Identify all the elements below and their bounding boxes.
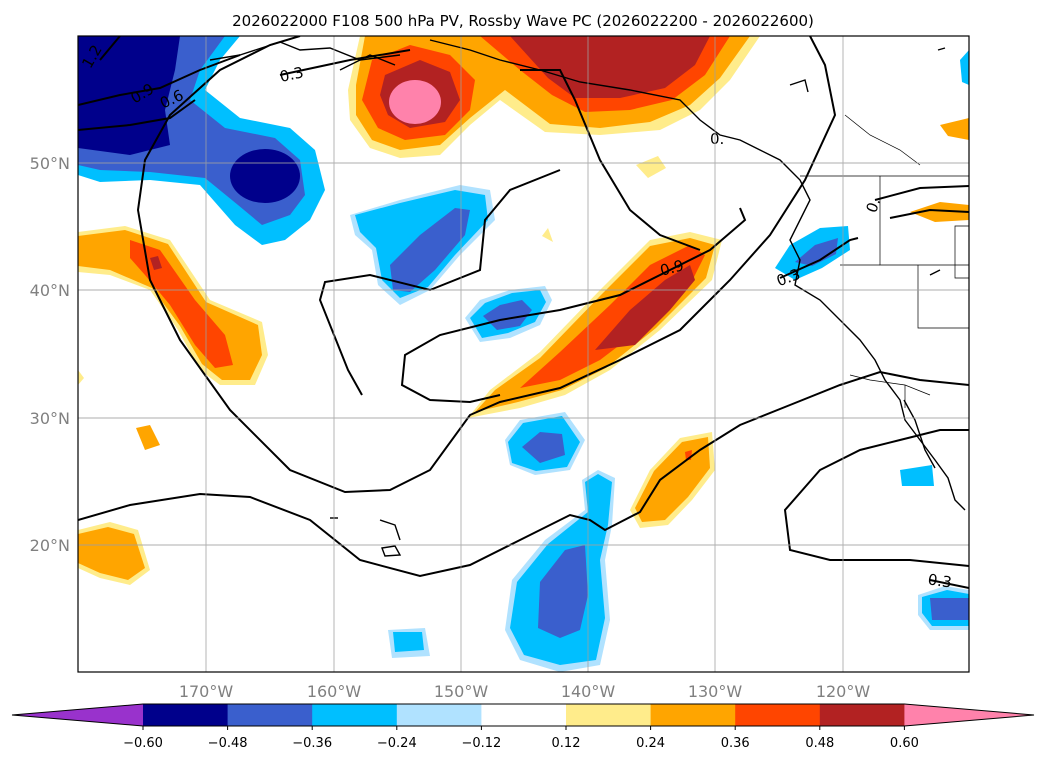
colorbar-tick-label: −0.48 (208, 736, 248, 751)
colorbar: −0.60 −0.48 −0.36 −0.24 −0.12 0.12 0.24 0.36 0.4… (11, 703, 1035, 751)
lon-label-170w: 170°W (179, 682, 234, 701)
shade-negative-south (388, 412, 615, 672)
lon-label-150w: 150°W (434, 682, 489, 701)
colorbar-tick-label: 0.60 (890, 736, 919, 751)
colorbar-segment (819, 704, 905, 726)
colorbar-tick-label: −0.36 (292, 736, 332, 751)
contour-label-0-9-b: 0.9 (658, 256, 686, 280)
longitude-labels: 170°W 160°W 150°W 140°W 130°W 120°W (179, 682, 871, 701)
map-frame (77, 35, 970, 673)
lon-label-160w: 160°W (307, 682, 362, 701)
shade-negative-small-a (465, 286, 552, 342)
latitude-labels: 50°N 40°N 30°N 20°N (30, 154, 70, 555)
colorbar-tick-label: 0.12 (552, 736, 581, 751)
gridlines (78, 36, 969, 672)
colorbar-extend-max (904, 704, 1034, 726)
contour-label-0-3-a: 0.3 (278, 63, 305, 86)
lon-label-140w: 140°W (561, 682, 616, 701)
contour-label-0-3-c: 0.3 (927, 570, 953, 591)
map-panel: 1.2 0.9 0.6 0.3 0.9 0.3 0. 0. 0.3 (78, 36, 969, 672)
colorbar-tick-label: −0.12 (461, 736, 501, 751)
colorbar-segment (650, 704, 736, 726)
colorbar-tick-label: 0.24 (636, 736, 665, 751)
colorbar-tick-label: 0.48 (805, 736, 834, 751)
colorbar-segment (143, 704, 229, 726)
colorbar-segment (312, 704, 398, 726)
colorbar-tick-label: −0.24 (377, 736, 417, 751)
lon-label-120w: 120°W (816, 682, 871, 701)
lat-label-20n: 20°N (30, 536, 70, 555)
lat-label-50n: 50°N (30, 154, 70, 173)
colorbar-extend-min (12, 704, 143, 726)
shade-positive-southeast (630, 432, 715, 528)
shade-negative-northwest (78, 36, 325, 245)
lat-label-30n: 30°N (30, 409, 70, 428)
colorbar-segment (481, 704, 567, 726)
shade-northeast-features (542, 50, 969, 630)
colorbar-tick-label: −0.60 (123, 736, 163, 751)
colorbar-segment (227, 704, 313, 726)
colorbar-segment (396, 704, 482, 726)
colorbar-tick-label: 0.36 (721, 736, 750, 751)
shade-positive-southwest (78, 522, 150, 585)
lon-label-130w: 130°W (688, 682, 743, 701)
contour-label-0-a: 0. (710, 130, 724, 148)
shade-positive-central (468, 232, 722, 418)
lat-label-40n: 40°N (30, 281, 70, 300)
shade-positive-north (348, 36, 760, 158)
colorbar-segment (735, 704, 821, 726)
shade-positive-west (78, 226, 268, 450)
shade-negative-central (350, 185, 495, 305)
colorbar-segment (566, 704, 652, 726)
contour-label-0-b: 0. (862, 195, 884, 215)
figure-title: 2026022000 F108 500 hPa PV, Rossby Wave … (232, 12, 814, 30)
